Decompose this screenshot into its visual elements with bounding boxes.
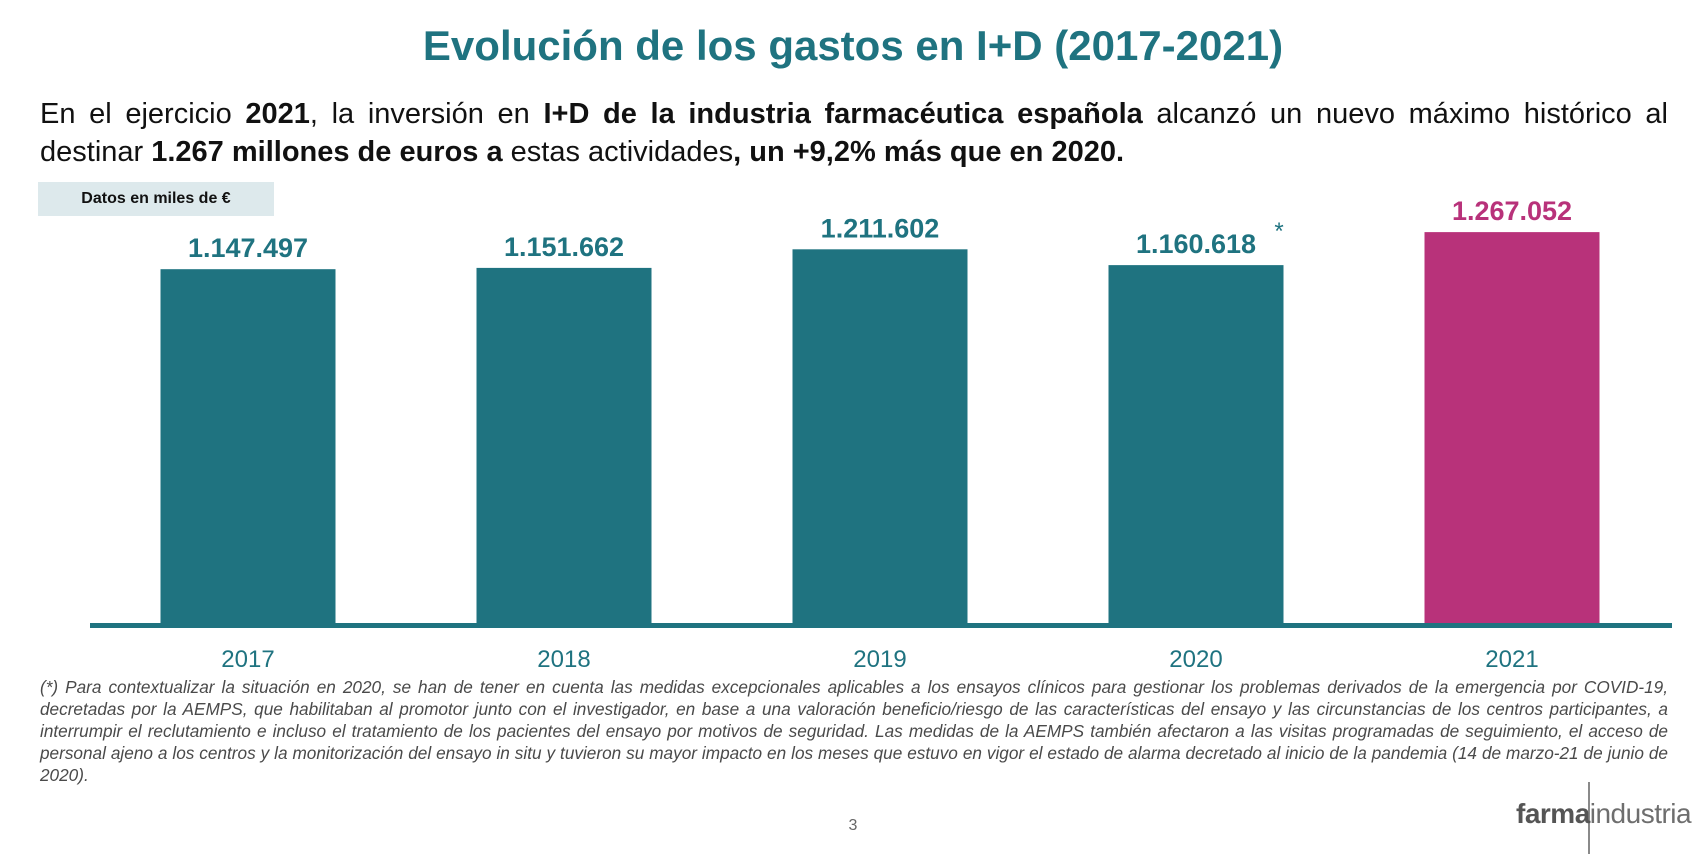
bar-chart: 1.147.497 2017 1.151.662 2018 1.211.602 2019 1…	[90, 200, 1672, 673]
intro-bold-4: , un +9,2% más que en 2020.	[733, 136, 1125, 168]
x-tick-label-2019: 2019	[853, 646, 906, 673]
annotation-2020: *	[1274, 218, 1283, 245]
logo-bold-part: farma	[1516, 798, 1590, 829]
x-tick-label-2017: 2017	[221, 646, 274, 673]
value-label-2019: 1.211.602	[821, 213, 940, 243]
x-axis-line	[90, 623, 1672, 628]
page-number: 3	[848, 817, 858, 834]
intro-text-3: alcanzó un nuevo máximo histórico al des…	[40, 98, 1668, 168]
bar-2018	[476, 267, 652, 625]
bar-2021	[1424, 232, 1600, 625]
footnote: (*) Para contextualizar la situación en …	[40, 677, 1668, 785]
x-tick-label-2021: 2021	[1485, 646, 1538, 673]
bar-2020	[1108, 265, 1284, 625]
x-tick-label-2018: 2018	[537, 646, 590, 673]
bar-2019	[792, 249, 968, 625]
logo-divider	[1588, 782, 1590, 854]
logo-light-part: industria	[1589, 798, 1692, 829]
value-label-2021: 1.267.052	[1452, 200, 1572, 226]
page-title: Evolución de los gastos en I+D (2017-202…	[422, 22, 1284, 69]
intro-text-4: estas actividades	[502, 136, 734, 168]
value-label-2018: 1.151.662	[504, 232, 624, 262]
value-label-2020: 1.160.618	[1136, 229, 1256, 259]
bar-2017	[160, 269, 336, 625]
farmaindustria-logo: farmaindustria	[1516, 798, 1692, 830]
intro-text-1: En el ejercicio	[40, 98, 246, 130]
value-label-2017: 1.147.497	[188, 233, 308, 263]
intro-bold-1: 2021	[245, 98, 310, 130]
intro-text-2: , la inversión en	[309, 98, 544, 130]
units-label: Datos en miles de €	[38, 182, 274, 216]
x-tick-label-2020: 2020	[1169, 646, 1222, 673]
intro-paragraph: En el ejercicio 2021, la inversión en I+…	[40, 95, 1668, 171]
intro-bold-3: 1.267 millones de euros a	[151, 136, 503, 168]
intro-bold-2: I+D de la industria farmacéutica español…	[543, 98, 1143, 130]
